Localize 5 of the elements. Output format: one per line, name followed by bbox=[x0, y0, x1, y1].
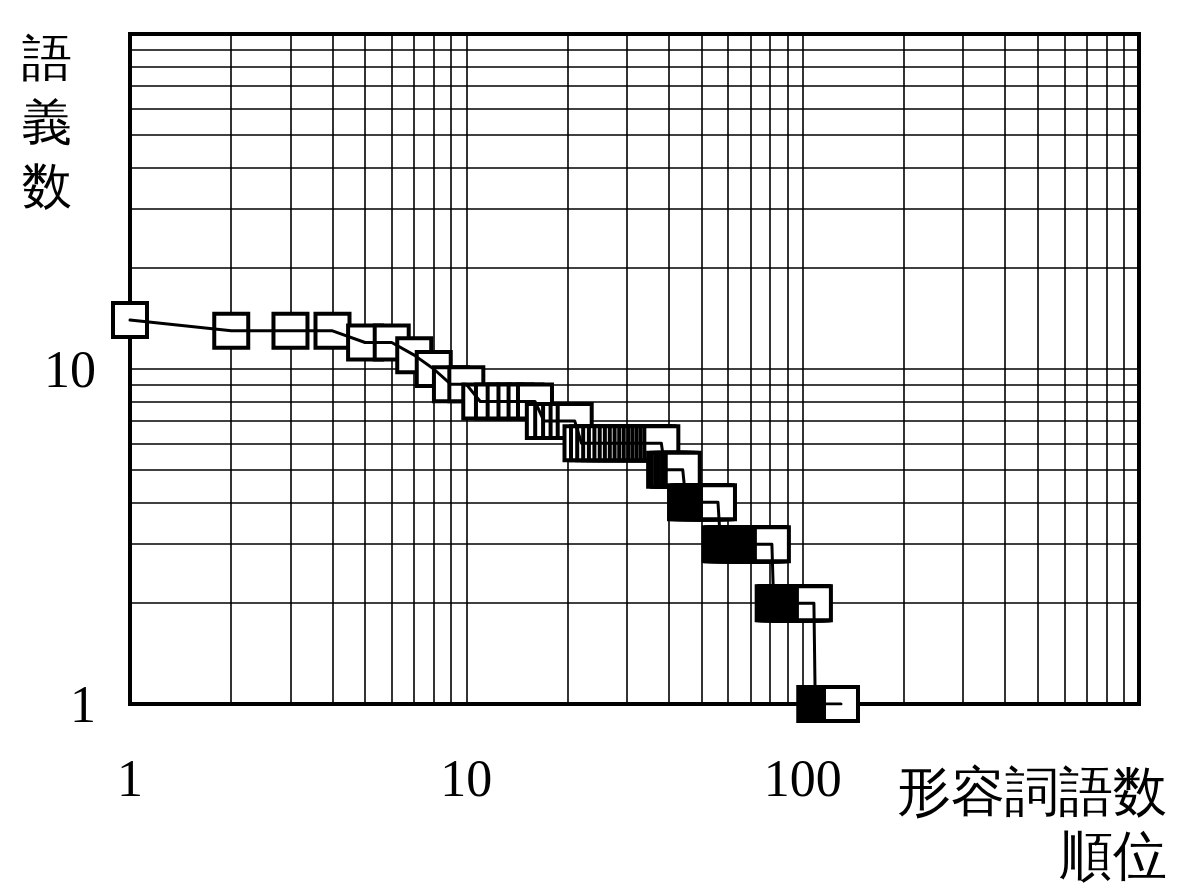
x-tick-label: 100 bbox=[763, 749, 842, 807]
y-axis-title: 語義数 bbox=[22, 30, 72, 214]
x-axis-title: 形容詞語数順位 bbox=[897, 762, 1167, 884]
x-tick-label: 10 bbox=[440, 749, 493, 807]
x-tick-label: 1 bbox=[117, 749, 143, 807]
